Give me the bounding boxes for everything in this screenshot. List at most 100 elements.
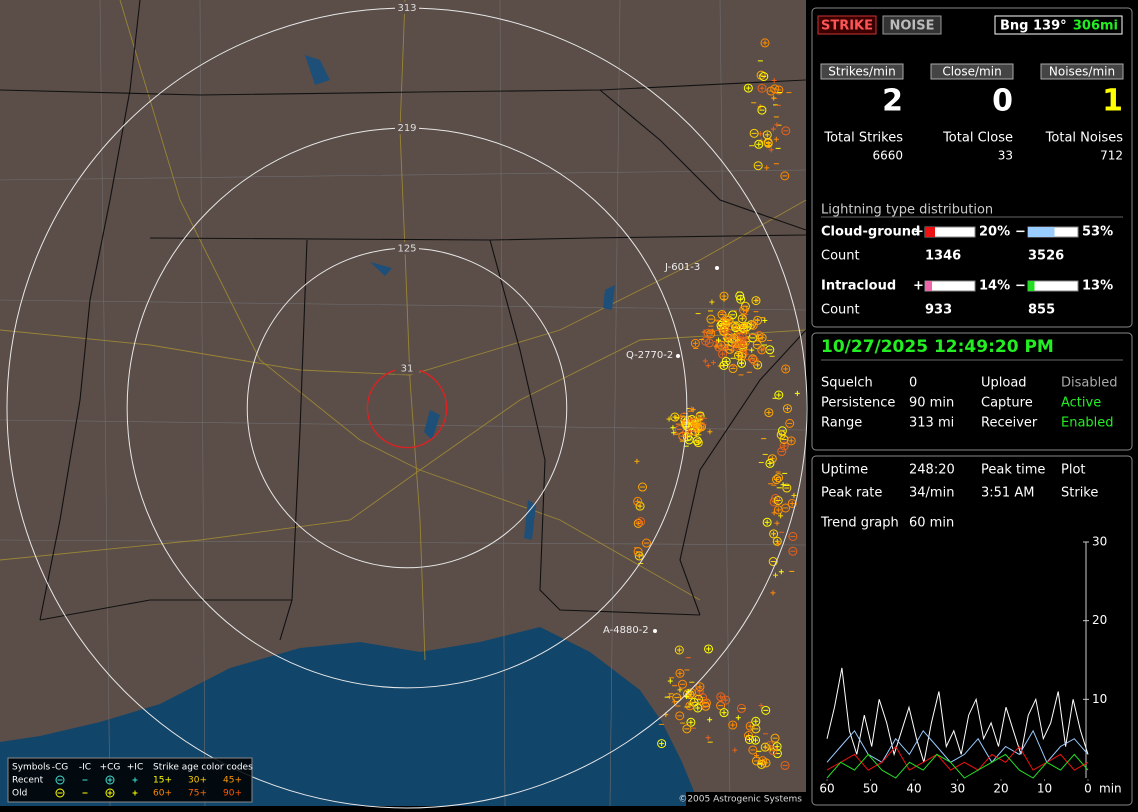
strike-marker: [729, 348, 735, 354]
strike-circle: [774, 85, 784, 95]
strike-circle: [770, 84, 780, 94]
strike-circle: [774, 390, 784, 400]
strike-marker: [774, 390, 784, 400]
sign: +: [913, 225, 924, 240]
strike-circle: [788, 531, 798, 541]
strike-marker: [786, 436, 796, 446]
strike-marker: [695, 682, 705, 692]
strike-button-label[interactable]: STRIKE: [821, 19, 873, 34]
strike-marker: [701, 701, 711, 711]
strike-circle: [751, 716, 761, 726]
strike-marker: [693, 694, 703, 704]
strike-marker: [760, 38, 770, 48]
strike-circle: [757, 105, 767, 115]
strike-marker: [684, 419, 690, 425]
rate-header-label: Noises/min: [1049, 65, 1115, 79]
strike-marker: [707, 429, 713, 435]
strike-marker: [690, 338, 700, 348]
info-text: Squelch: [821, 376, 873, 391]
strike-marker: [633, 496, 643, 506]
strike-circle: [716, 340, 726, 350]
ring-label: 31: [401, 363, 414, 374]
legend-age: 60+: [153, 789, 172, 799]
map-view[interactable]: 313 219 125 31 J-601-3 Q-2770-2 A-4880-2 ©2005 …: [0, 0, 808, 809]
strike-circle: [765, 458, 775, 468]
strike-marker: [749, 347, 755, 353]
strike-marker: [703, 328, 713, 338]
strike-markers: [633, 38, 800, 770]
strike-marker: [772, 475, 782, 485]
legend-age: 90+: [223, 789, 242, 799]
strike-marker: [693, 423, 703, 433]
strike-marker: [749, 128, 759, 138]
x-unit: min: [1099, 782, 1122, 796]
strike-marker: [706, 314, 716, 324]
legend-age: 45+: [223, 776, 242, 786]
info-text: Receiver: [981, 416, 1038, 431]
info-text: Active: [1061, 396, 1101, 411]
legend-circle: [55, 775, 65, 785]
count-value: 1346: [925, 249, 961, 264]
rate-value: 0: [992, 84, 1013, 119]
noise-button[interactable]: [882, 15, 942, 35]
bar-fill: [1028, 281, 1035, 291]
strike-button[interactable]: [817, 15, 877, 35]
total-label: Total Close: [942, 131, 1013, 146]
strike-marker: [737, 314, 747, 324]
x-tick-label: 0: [1084, 782, 1092, 796]
strike-circle: [693, 438, 703, 448]
legend-age: 30+: [188, 776, 207, 786]
strike-marker: [762, 517, 772, 527]
copyright: ©2005 Astrogenic Systems: [678, 795, 802, 805]
strike-marker: [764, 165, 770, 171]
strike-marker: [716, 692, 726, 702]
strike-circle: [752, 340, 762, 350]
strike-marker: [743, 83, 753, 93]
strike-marker: [770, 733, 780, 743]
strike-circle: [721, 314, 731, 324]
legend-age: 15+: [153, 776, 172, 786]
strike-marker: [780, 171, 790, 181]
info-text: Peak time: [981, 463, 1045, 478]
ring-label-bg: [395, 2, 419, 14]
total-label: Total Strikes: [823, 131, 903, 146]
strike-marker: [657, 739, 667, 749]
rate-header: [1040, 63, 1124, 80]
strike-circle: [777, 447, 787, 457]
strike-marker: [751, 296, 761, 306]
strike-circle: [774, 473, 784, 483]
strike-marker: [670, 425, 676, 431]
strike-marker: [736, 294, 746, 304]
strike-marker: [780, 760, 790, 770]
strike-circle: [670, 412, 680, 422]
strike-marker: [728, 310, 738, 320]
info-text: 60 min: [909, 516, 954, 531]
strike-marker: [707, 717, 713, 723]
strike-circle: [749, 356, 759, 366]
info-text: 34/min: [909, 486, 954, 501]
ring-label-bg: [395, 122, 419, 135]
strike-circle: [751, 735, 761, 745]
rate-header-label: Strikes/min: [828, 65, 895, 79]
strike-marker: [757, 131, 763, 137]
legend-circle: [105, 788, 115, 798]
total-value: 6660: [872, 149, 903, 163]
strike-marker: [771, 510, 777, 516]
strike-circle: [692, 436, 702, 446]
strike-marker: [721, 319, 731, 329]
strike-marker: [720, 325, 730, 335]
total-value: 712: [1100, 149, 1123, 163]
datetime: 10/27/2025 12:49:20 PM: [821, 337, 1054, 357]
info-text: Plot: [1061, 463, 1086, 478]
strike-marker: [777, 447, 787, 457]
strike-marker: [741, 348, 747, 354]
strike-marker: [768, 746, 778, 756]
range-rings: 313 219 125 31 J-601-3 Q-2770-2 A-4880-2 ©2005 …: [6, 2, 808, 809]
strike-circle: [768, 746, 778, 756]
strike-circle: [727, 321, 737, 331]
noise-button-label[interactable]: NOISE: [889, 19, 934, 34]
info-text: 313 mi: [909, 416, 954, 431]
strike-circle: [772, 536, 782, 546]
strike-circle: [706, 314, 716, 324]
